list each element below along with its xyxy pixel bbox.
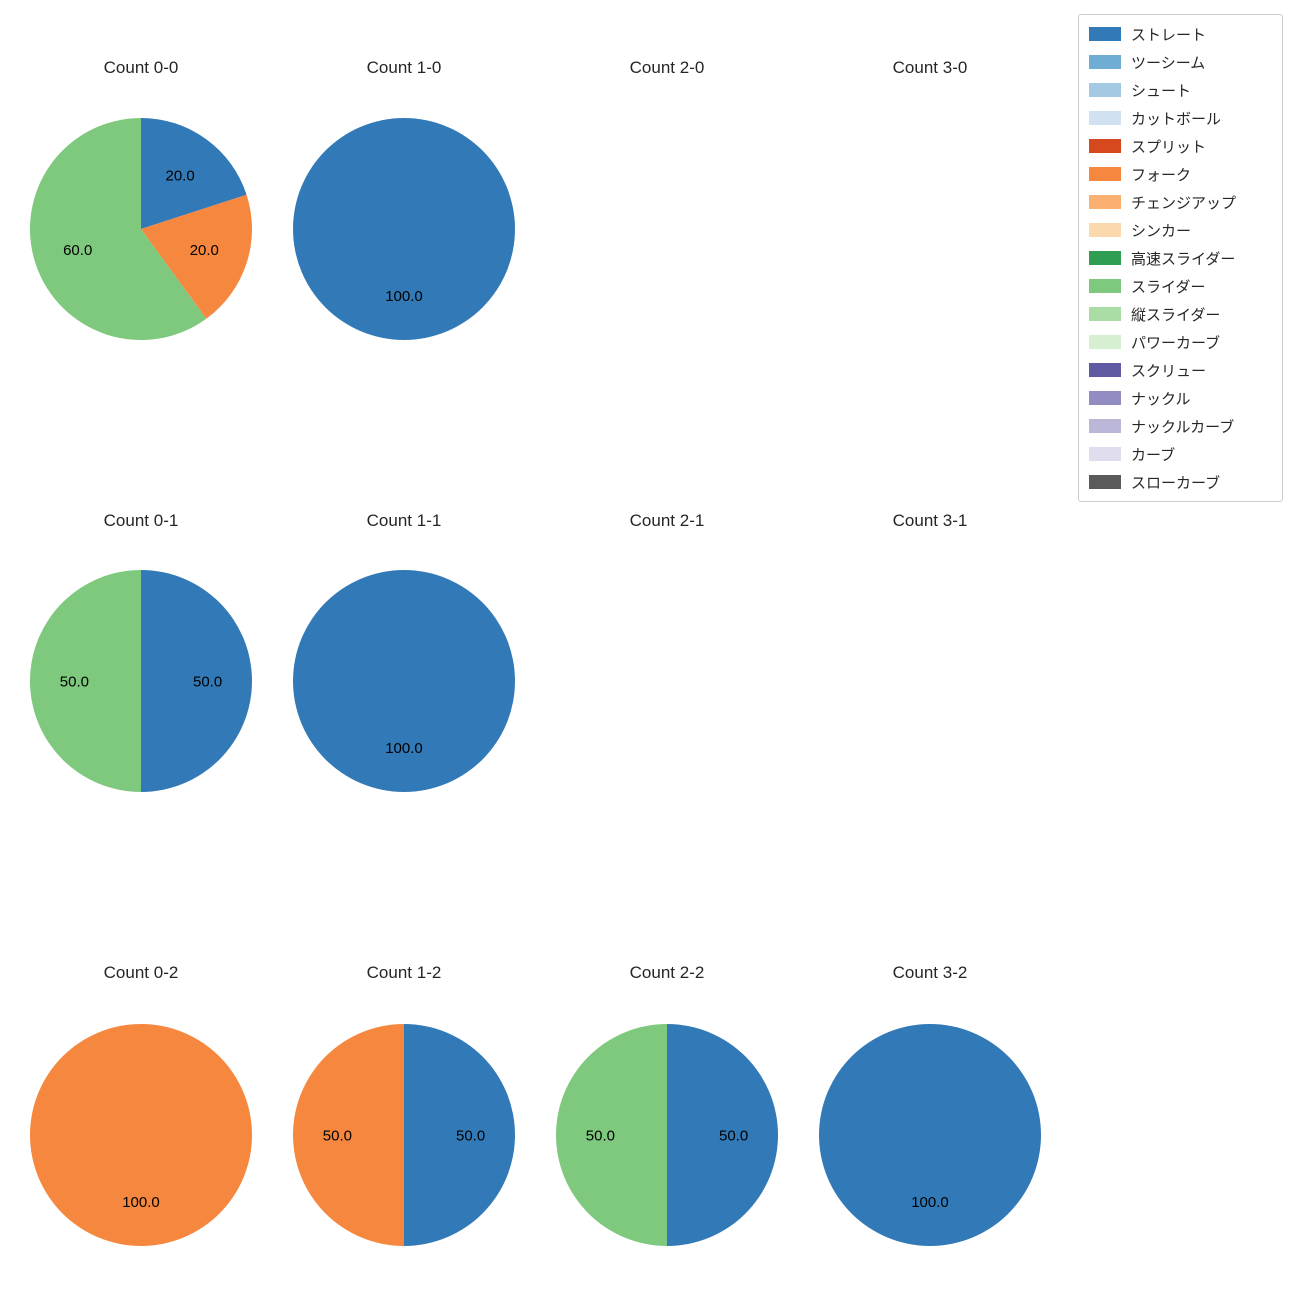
legend-item: チェンジアップ: [1089, 188, 1278, 216]
pie-title: Count 2-0: [629, 58, 705, 77]
pie-slice: [556, 1024, 667, 1246]
legend-swatch: [1089, 391, 1121, 405]
pie-percent-label: 100.0: [385, 288, 423, 305]
pie-title: Count 0-1: [103, 511, 179, 530]
pie-title: Count 1-2: [366, 963, 442, 982]
pie-slice: [30, 570, 141, 792]
legend-swatch: [1089, 167, 1121, 181]
legend-label: ナックル: [1131, 390, 1191, 408]
legend-label: シュート: [1131, 82, 1192, 100]
legend-item: スプリット: [1089, 132, 1278, 160]
pie-chart: 50.0 50.0: [30, 570, 252, 792]
legend-item: スクリュー: [1089, 356, 1278, 384]
legend-item: ナックル: [1089, 384, 1278, 412]
pie-percent-label: 50.0: [586, 1127, 615, 1144]
pie-percent-label: 50.0: [60, 673, 89, 690]
legend-swatch: [1089, 139, 1121, 153]
pie-percent-label: 50.0: [323, 1127, 352, 1144]
legend-swatch: [1089, 111, 1121, 125]
legend-label: パワーカーブ: [1131, 334, 1221, 352]
legend-swatch: [1089, 363, 1121, 377]
pie-slice: [141, 118, 247, 229]
legend-swatch: [1089, 335, 1121, 349]
legend-label: スローカーブ: [1131, 474, 1221, 492]
legend-swatch: [1089, 475, 1121, 489]
pie-chart: 50.0 50.0: [293, 1024, 515, 1246]
pie-chart: 100.0: [30, 1024, 252, 1246]
pie-percent-label: 60.0: [63, 242, 92, 259]
legend-swatch: [1089, 195, 1121, 209]
legend-item: 縦スライダー: [1089, 300, 1278, 328]
pie-title: Count 2-1: [629, 511, 705, 530]
legend-item: カットボール: [1089, 104, 1278, 132]
pie-slice: [293, 118, 515, 340]
pie-title: Count 1-1: [366, 511, 442, 530]
pie-title: Count 3-2: [892, 963, 968, 982]
legend-label: ストレート: [1131, 26, 1207, 44]
legend-label: カーブ: [1131, 446, 1176, 464]
pie-slice: [30, 1024, 252, 1246]
pie-slice: [404, 1024, 515, 1246]
legend-item: スローカーブ: [1089, 468, 1278, 496]
pie-chart: 50.0 50.0: [556, 1024, 778, 1246]
pie-percent-label: 50.0: [456, 1127, 485, 1144]
legend-label: スライダー: [1131, 278, 1206, 296]
legend-swatch: [1089, 55, 1121, 69]
pie-percent-label: 20.0: [190, 242, 219, 259]
legend-label: 高速スライダー: [1131, 250, 1236, 268]
pie-percent-label: 100.0: [385, 740, 423, 757]
pie-slice: [819, 1024, 1041, 1246]
pie-percent-label: 100.0: [911, 1194, 949, 1211]
pie-slice: [30, 118, 207, 340]
legend-item: カーブ: [1089, 440, 1278, 468]
legend-item: ツーシーム: [1089, 48, 1278, 76]
pie-slice: [293, 1024, 404, 1246]
pie-percent-label: 100.0: [122, 1194, 160, 1211]
legend-swatch: [1089, 251, 1121, 265]
legend-item: シュート: [1089, 76, 1278, 104]
legend-swatch: [1089, 447, 1121, 461]
legend-item: 高速スライダー: [1089, 244, 1278, 272]
pie-slice: [293, 570, 515, 792]
legend-swatch: [1089, 307, 1121, 321]
legend-label: 縦スライダー: [1131, 306, 1221, 324]
legend-swatch: [1089, 223, 1121, 237]
legend-item: ナックルカーブ: [1089, 412, 1278, 440]
legend-item: シンカー: [1089, 216, 1278, 244]
pie-title: Count 3-0: [892, 58, 968, 77]
legend-item: ストレート: [1089, 20, 1278, 48]
legend-swatch: [1089, 83, 1121, 97]
legend-label: フォーク: [1131, 166, 1192, 184]
pie-title: Count 1-0: [366, 58, 442, 77]
pie-slice: [667, 1024, 778, 1246]
legend-swatch: [1089, 419, 1121, 433]
pie-chart: 100.0: [819, 1024, 1041, 1246]
legend-label: チェンジアップ: [1131, 194, 1237, 212]
legend-item: パワーカーブ: [1089, 328, 1278, 356]
pie-title: Count 3-1: [892, 511, 968, 530]
legend-item: フォーク: [1089, 160, 1278, 188]
pie-percent-label: 20.0: [165, 167, 194, 184]
pie-chart: 100.0: [293, 570, 515, 792]
legend-label: ツーシーム: [1131, 54, 1206, 72]
legend-label: ナックルカーブ: [1131, 418, 1235, 436]
pie-title: Count 0-0: [103, 58, 179, 77]
pie-title: Count 0-2: [103, 963, 179, 982]
pitch-type-legend: ストレートツーシームシュートカットボール スプリットフォークチェンジアップ シンカー…: [1078, 14, 1283, 502]
legend-label: カットボール: [1131, 110, 1222, 128]
legend-label: シンカー: [1131, 222, 1192, 240]
legend-label: スクリュー: [1131, 362, 1207, 380]
pie-title: Count 2-2: [629, 963, 705, 982]
legend-swatch: [1089, 27, 1121, 41]
legend-label: スプリット: [1131, 138, 1207, 156]
pie-percent-label: 50.0: [193, 673, 222, 690]
legend-item: スライダー: [1089, 272, 1278, 300]
pie-chart: 20.0 20.0 60.0: [30, 118, 252, 340]
pie-percent-label: 50.0: [719, 1127, 748, 1144]
pie-slice: [141, 194, 252, 319]
pie-chart: 100.0: [293, 118, 515, 340]
legend-swatch: [1089, 279, 1121, 293]
pie-slice: [141, 570, 252, 792]
